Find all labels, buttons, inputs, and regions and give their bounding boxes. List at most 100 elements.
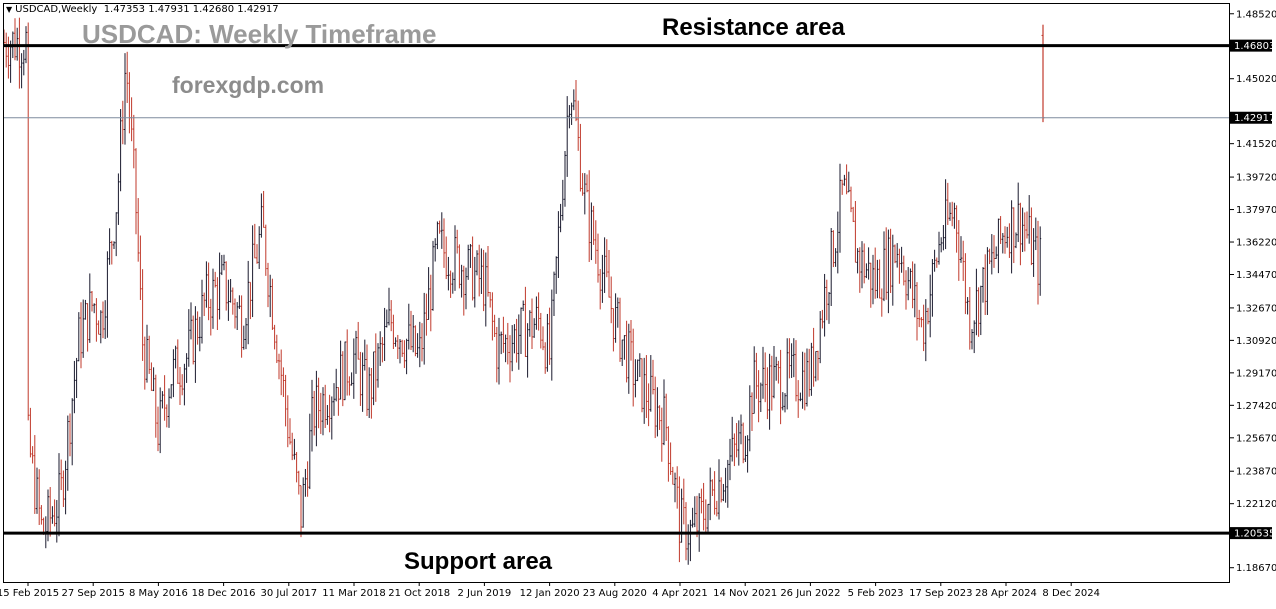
ohlc-bar xyxy=(993,235,995,268)
ohlc-bar xyxy=(660,407,663,462)
ohlc-bar xyxy=(357,321,360,360)
ohlc-bar xyxy=(575,79,577,122)
ohlc-bar xyxy=(1006,226,1009,248)
ohlc-bar xyxy=(297,470,300,495)
y-tick-label: 1.36220 xyxy=(1236,238,1276,249)
ohlc-bar xyxy=(643,357,646,424)
ohlc-bar xyxy=(971,329,973,350)
ohlc-bar xyxy=(812,327,815,387)
ohlc-bar xyxy=(1019,202,1022,266)
ohlc-bar xyxy=(416,333,419,358)
x-tick-label: 8 May 2016 xyxy=(129,588,188,599)
ohlc-bar xyxy=(346,329,349,396)
ohlc-bar xyxy=(924,299,927,362)
ohlc-bar xyxy=(282,367,285,397)
y-tick-label: 1.41520 xyxy=(1236,139,1276,150)
ohlc-bar xyxy=(150,362,153,391)
ohlc-bar xyxy=(157,406,159,452)
ohlc-values: 1.47353 1.47931 1.42680 1.42917 xyxy=(103,4,279,15)
ohlc-bar xyxy=(289,418,291,445)
ohlc-bar xyxy=(616,297,619,328)
ohlc-bar xyxy=(557,211,560,278)
ohlc-bar xyxy=(374,333,377,402)
ohlc-bar xyxy=(476,250,478,276)
ohlc-bar xyxy=(603,237,606,293)
ohlc-bar xyxy=(542,326,544,351)
ohlc-bar xyxy=(218,252,221,320)
ohlc-bar xyxy=(720,477,723,503)
ohlc-bar xyxy=(663,379,665,446)
ohlc-bar xyxy=(559,203,562,233)
ohlc-bar xyxy=(909,268,912,289)
ohlc-bar xyxy=(649,355,652,412)
ohlc-bar xyxy=(784,393,786,413)
ohlc-bar xyxy=(847,171,850,193)
ohlc-bar xyxy=(858,247,861,293)
level-price-label: 1.46803 xyxy=(1234,41,1275,52)
ohlc-bar xyxy=(106,251,109,338)
x-tick-label: 21 Oct 2018 xyxy=(388,588,450,599)
ohlc-bar xyxy=(652,359,654,395)
ohlc-bar xyxy=(528,310,531,337)
ohlc-bar xyxy=(53,499,56,527)
ohlc-bar xyxy=(480,248,483,294)
ohlc-bar xyxy=(429,274,432,332)
ohlc-bar xyxy=(484,252,487,327)
ohlc-bar xyxy=(319,392,322,434)
ohlc-bar xyxy=(181,374,184,396)
ohlc-bar xyxy=(245,317,247,350)
ohlc-bar xyxy=(597,233,599,283)
ohlc-bar xyxy=(669,442,672,475)
ohlc-bar xyxy=(693,496,696,528)
ohlc-bar xyxy=(957,220,960,281)
ohlc-bar xyxy=(619,297,621,362)
ohlc-bar xyxy=(786,338,789,410)
ohlc-bar xyxy=(742,422,745,464)
ohlc-bar xyxy=(84,299,87,320)
ohlc-bar xyxy=(212,268,214,329)
ohlc-bar xyxy=(77,312,80,362)
ohlc-bar xyxy=(38,469,41,525)
ohlc-bar xyxy=(654,376,657,439)
ohlc-bar xyxy=(379,331,382,366)
ohlc-bar xyxy=(1008,223,1011,258)
ohlc-bar xyxy=(795,340,797,402)
ohlc-bar xyxy=(922,304,925,352)
ohlc-bar xyxy=(293,438,296,460)
ohlc-bar xyxy=(229,278,232,303)
ohlc-bar xyxy=(407,303,410,350)
ohlc-bar xyxy=(799,392,802,402)
ohlc-bar xyxy=(355,330,357,374)
ohlc-bar xyxy=(146,324,148,383)
ohlc-bar xyxy=(951,201,954,227)
ohlc-bar xyxy=(227,279,230,321)
ohlc-bar xyxy=(214,271,217,288)
ohlc-bar xyxy=(553,271,555,317)
ohlc-bar xyxy=(462,265,465,316)
ohlc-bar xyxy=(984,254,987,316)
ohlc-bar xyxy=(751,392,753,432)
ohlc-bar xyxy=(511,325,514,372)
y-tick-label: 1.30920 xyxy=(1236,336,1276,347)
ohlc-bar xyxy=(821,309,824,329)
ohlc-bar xyxy=(869,262,872,308)
ohlc-bar xyxy=(115,212,118,257)
ohlc-bar xyxy=(333,383,335,416)
ohlc-bar xyxy=(456,229,459,254)
ohlc-bar xyxy=(482,249,485,312)
ohlc-bar xyxy=(755,352,758,399)
resistance-price-tag xyxy=(1230,39,1272,52)
ohlc-bar xyxy=(704,499,707,534)
ohlc-bar xyxy=(867,247,870,280)
ohlc-bar xyxy=(14,18,16,61)
x-tick-label: 26 Jun 2022 xyxy=(780,588,840,599)
ohlc-bar xyxy=(953,202,956,229)
collapse-triangle-icon[interactable]: ▼ xyxy=(6,5,13,14)
ohlc-bar xyxy=(572,89,575,111)
ohlc-bar xyxy=(614,293,617,343)
ohlc-bar xyxy=(300,485,302,538)
ohlc-bar xyxy=(75,357,78,399)
ohlc-bar xyxy=(128,72,131,134)
